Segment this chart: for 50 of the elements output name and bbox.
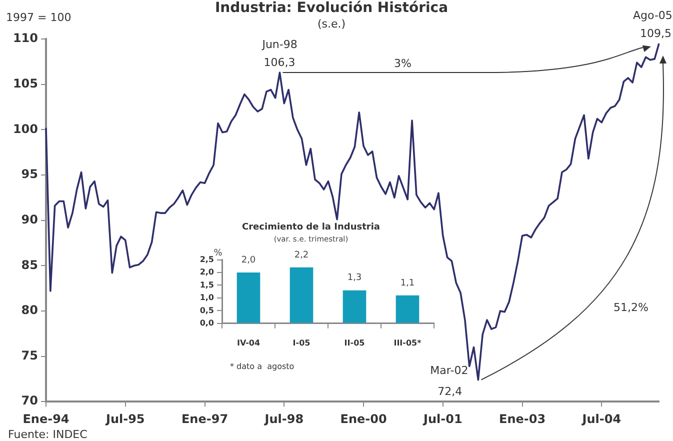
bar <box>290 267 314 323</box>
chart-title: Industria: Evolución Histórica <box>214 0 448 16</box>
x-tick-label: Ene-97 <box>181 412 228 426</box>
y-tick-label: 75 <box>21 348 38 362</box>
annotation: * dato a agosto <box>230 360 294 372</box>
x-tick-label: III-05* <box>394 338 422 348</box>
y-tick-label: 1,0 <box>200 293 214 302</box>
annotation: 51,2% <box>614 300 648 314</box>
x-tick-label: Ene-03 <box>499 412 546 426</box>
y-tick-label: 80 <box>21 303 38 318</box>
x-tick-label: I-05 <box>292 338 311 348</box>
y-tick-label: 0,5 <box>200 306 214 315</box>
annotation: 72,4 <box>438 385 462 398</box>
y-tick-label: 95 <box>21 167 38 182</box>
annotation: 109,5 <box>640 27 672 40</box>
x-tick-label: Jul-95 <box>104 412 145 426</box>
chart-title: Crecimiento de la Industria <box>242 222 380 233</box>
data-label: 2,2 <box>294 250 309 260</box>
bar <box>342 290 366 323</box>
y-axis-title: % <box>214 248 223 259</box>
source-note: Fuente: INDEC <box>8 428 88 440</box>
x-tick-label: Jul-98 <box>264 412 304 426</box>
y-tick-label: 85 <box>21 258 38 272</box>
x-tick-label: IV-04 <box>236 338 260 348</box>
x-tick-label: II-05 <box>344 338 366 348</box>
data-label: 1,1 <box>400 278 415 288</box>
x-tick-label: Jul-01 <box>422 412 462 426</box>
annotation: Jun-98 <box>262 38 298 52</box>
text: 1997 = 100 <box>6 10 72 24</box>
y-tick-label: 105 <box>12 76 38 90</box>
y-tick-label: 110 <box>12 31 38 46</box>
y-tick-label: 1,5 <box>200 280 214 290</box>
chart-subtitle: (s.e.) <box>317 17 346 30</box>
x-tick-label: Ene-00 <box>340 412 387 426</box>
y-tick-label: 70 <box>21 394 38 408</box>
data-label: 2,0 <box>241 255 256 266</box>
data-label: 1,3 <box>347 273 362 284</box>
bar <box>236 272 260 323</box>
annotation: Mar-02 <box>430 364 468 378</box>
bar <box>396 295 420 323</box>
y-tick-label: 2,5 <box>200 254 214 264</box>
y-tick-label: 0,0 <box>200 318 214 328</box>
y-tick-label: 2,0 <box>200 268 214 277</box>
y-tick-label: 90 <box>21 212 38 226</box>
y-tick-label: 100 <box>12 122 38 136</box>
text: Ago-05 <box>633 9 672 22</box>
annotation: 3% <box>394 56 412 70</box>
x-tick-label: Ene-94 <box>22 412 70 426</box>
x-tick-label: Jul-04 <box>581 412 622 426</box>
annotation: 106,3 <box>264 56 296 70</box>
